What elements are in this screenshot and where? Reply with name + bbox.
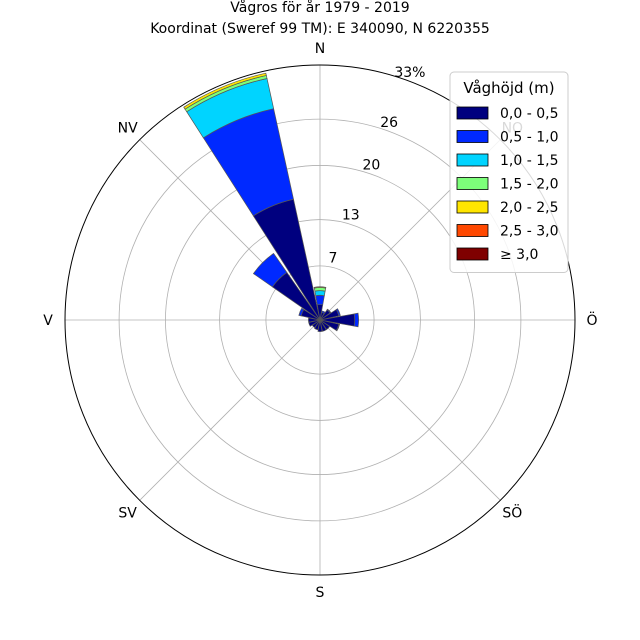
bar-315deg-bin1: [252, 252, 288, 288]
bar-45deg-bin1: [326, 308, 332, 314]
legend-label-4: 2,0 - 2,5: [500, 200, 558, 216]
bar-22.5deg-bin1: [321, 310, 326, 314]
legend-swatch-4: [456, 200, 489, 214]
bar-0deg-bin1: [315, 294, 325, 306]
bar-157.5deg-bin0: [319, 319, 327, 332]
direction-label-6: V: [43, 313, 53, 329]
direction-label-0: N: [315, 41, 325, 57]
bar-247.5deg-bin0: [308, 319, 321, 327]
legend-label-5: 2,5 - 3,0: [500, 224, 558, 240]
legend-label-1: 0,5 - 1,0: [500, 130, 558, 146]
legend-label-0: 0,0 - 0,5: [500, 106, 558, 122]
legend-label-6: ≥ 3,0: [500, 247, 538, 263]
grid-spoke-5: [139, 319, 321, 501]
legend-swatch-6: [456, 247, 489, 261]
legend-frame: [449, 71, 569, 273]
legend-label-2: 1,0 - 1,5: [500, 153, 558, 169]
ring-label-2: 20: [363, 158, 381, 174]
legend-swatch-0: [456, 106, 489, 120]
bar-225deg-bin0: [311, 319, 321, 329]
ring-label-3: 26: [380, 115, 398, 131]
legend: Våghöjd (m) 0,0 - 0,5 0,5 - 1,0 1,0 - 1,5 1…: [449, 71, 569, 273]
bar-0deg-bin4: [313, 286, 327, 289]
bar-112.5deg-bin1: [335, 323, 341, 332]
legend-swatch-1: [456, 130, 489, 143]
outer-ring: [64, 64, 576, 576]
ring-label-0: 7: [329, 250, 338, 266]
bar-135deg-bin0: [319, 319, 330, 330]
legend-swatch-5: [456, 224, 489, 237]
direction-label-4: S: [316, 585, 325, 601]
bar-180deg-bin0: [317, 319, 323, 332]
bar-270deg-bin0: [308, 317, 321, 323]
bar-90deg-bin1: [353, 312, 359, 328]
chart-subtitle: Koordinat (Sweref 99 TM): E 340090, N 62…: [150, 21, 490, 37]
grid-spoke-3: [319, 319, 501, 501]
legend-entries: 0,0 - 0,5 0,5 - 1,0 1,0 - 1,5 1,5 - 2,0 2,0 …: [456, 106, 558, 263]
bar-337.5deg-bin0: [252, 198, 321, 321]
bar-0deg-bin2: [314, 290, 326, 297]
bar-292.5deg-bin1: [298, 307, 305, 317]
bar-337.5deg-bin4: [183, 72, 267, 110]
ring-label-1: 13: [342, 208, 360, 224]
direction-label-2: Ö: [586, 311, 597, 329]
direction-label-7: NV: [118, 121, 138, 137]
chart-title: Vågros för år 1979 - 2019: [230, 0, 409, 16]
legend-swatch-3: [456, 177, 489, 190]
bar-67.5deg-bin1: [335, 308, 341, 317]
direction-label-5: SV: [118, 505, 137, 521]
rose-bars: [183, 72, 359, 332]
radial-tick-labels: 7 13 20 26 33%: [329, 65, 426, 267]
direction-label-3: SÖ: [502, 503, 522, 521]
ring-label-4: 33%: [394, 65, 425, 81]
legend-title: Våghöjd (m): [463, 79, 554, 97]
legend-swatch-2: [456, 153, 489, 167]
legend-label-3: 1,5 - 2,0: [500, 177, 558, 193]
